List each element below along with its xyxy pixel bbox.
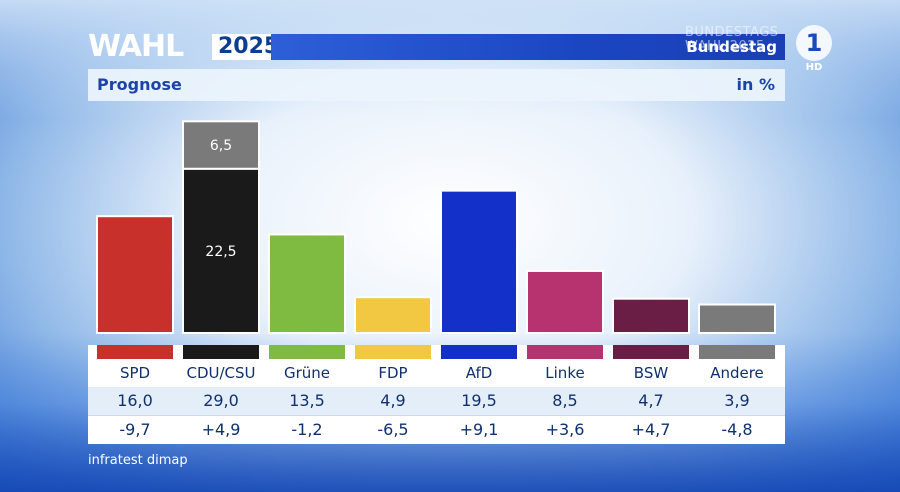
changes-row: -9,7 +4,9 -1,2 -6,5 +9,1 +3,6 +4,7 -4,8 (88, 416, 785, 444)
change-cell: -4,8 (721, 420, 753, 439)
party-name-cell: AfD (465, 364, 493, 382)
change-cell: +4,9 (201, 420, 241, 439)
subheader-unit: in % (736, 75, 775, 94)
hd-badge: HD (805, 62, 823, 73)
subheader-title: Prognose (97, 75, 182, 94)
color-strip-cdu (183, 345, 259, 359)
color-strip-bsw (613, 345, 689, 359)
color-strip-afd (441, 345, 517, 359)
party-name-cell: FDP (378, 364, 408, 382)
value-cell: 4,7 (638, 391, 664, 410)
color-strip-spd (97, 345, 173, 359)
value-cell: 16,0 (117, 391, 153, 410)
bar-csu (182, 120, 260, 170)
change-cell: +3,6 (545, 420, 585, 439)
values-row: 16,0 29,0 13,5 4,9 19,5 8,5 4,7 3,9 (88, 387, 785, 415)
bar-afd (440, 189, 518, 334)
party-name-cell: CDU/CSU (186, 364, 256, 382)
channel-logo-mark: 1 (796, 25, 832, 61)
bar-bsw (612, 297, 690, 335)
color-strip-fdp (355, 345, 431, 359)
bar-andere (698, 303, 776, 334)
color-strip-andere (699, 345, 775, 359)
bar-cdu (182, 167, 260, 334)
watermark-line2: WAHL 2025 (685, 39, 765, 54)
bar-label-cdu: 22,5 (205, 244, 236, 260)
color-strip-row (88, 345, 785, 359)
bar-spd (96, 215, 174, 334)
channel-logo: 1 HD (796, 25, 832, 73)
source-label: infratest dimap (88, 453, 188, 468)
watermark-line1: BUNDESTAGS (685, 25, 779, 40)
value-cell: 4,9 (380, 391, 406, 410)
value-cell: 29,0 (203, 391, 239, 410)
party-name-cell: BSW (633, 364, 669, 382)
change-cell: -6,5 (377, 420, 409, 439)
watermark: BUNDESTAGS WAHL 2025 (685, 26, 779, 54)
bar-gruene (268, 233, 346, 334)
change-cell: +4,7 (631, 420, 671, 439)
party-names-row: SPD CDU/CSU Grüne FDP AfD Linke BSW Andere (88, 359, 785, 387)
color-strip-gruene (269, 345, 345, 359)
color-strip-linke (527, 345, 603, 359)
change-cell: -9,7 (119, 420, 151, 439)
header-bar (271, 34, 785, 60)
value-cell: 8,5 (552, 391, 578, 410)
header: WAHL 2025 Bundestag (88, 28, 785, 64)
party-name-cell: SPD (119, 364, 151, 382)
value-cell: 3,9 (724, 391, 750, 410)
party-name-cell: Andere (710, 364, 764, 382)
bar-linke (526, 269, 604, 335)
bar-label-csu: 6,5 (210, 138, 232, 154)
change-cell: -1,2 (291, 420, 323, 439)
wahl-logo-text: WAHL (88, 28, 184, 64)
row-separator (88, 415, 785, 416)
change-cell: +9,1 (459, 420, 499, 439)
bar-fdp (354, 296, 432, 335)
party-name-cell: Linke (545, 364, 585, 382)
value-cell: 19,5 (461, 391, 497, 410)
party-name-cell: Grüne (283, 364, 331, 382)
results-table: SPD CDU/CSU Grüne FDP AfD Linke BSW Andere 16,0… (88, 345, 785, 444)
value-cell: 13,5 (289, 391, 325, 410)
bundestag-label: Bundestag (686, 38, 777, 56)
subheader: Prognose in % (88, 69, 785, 101)
